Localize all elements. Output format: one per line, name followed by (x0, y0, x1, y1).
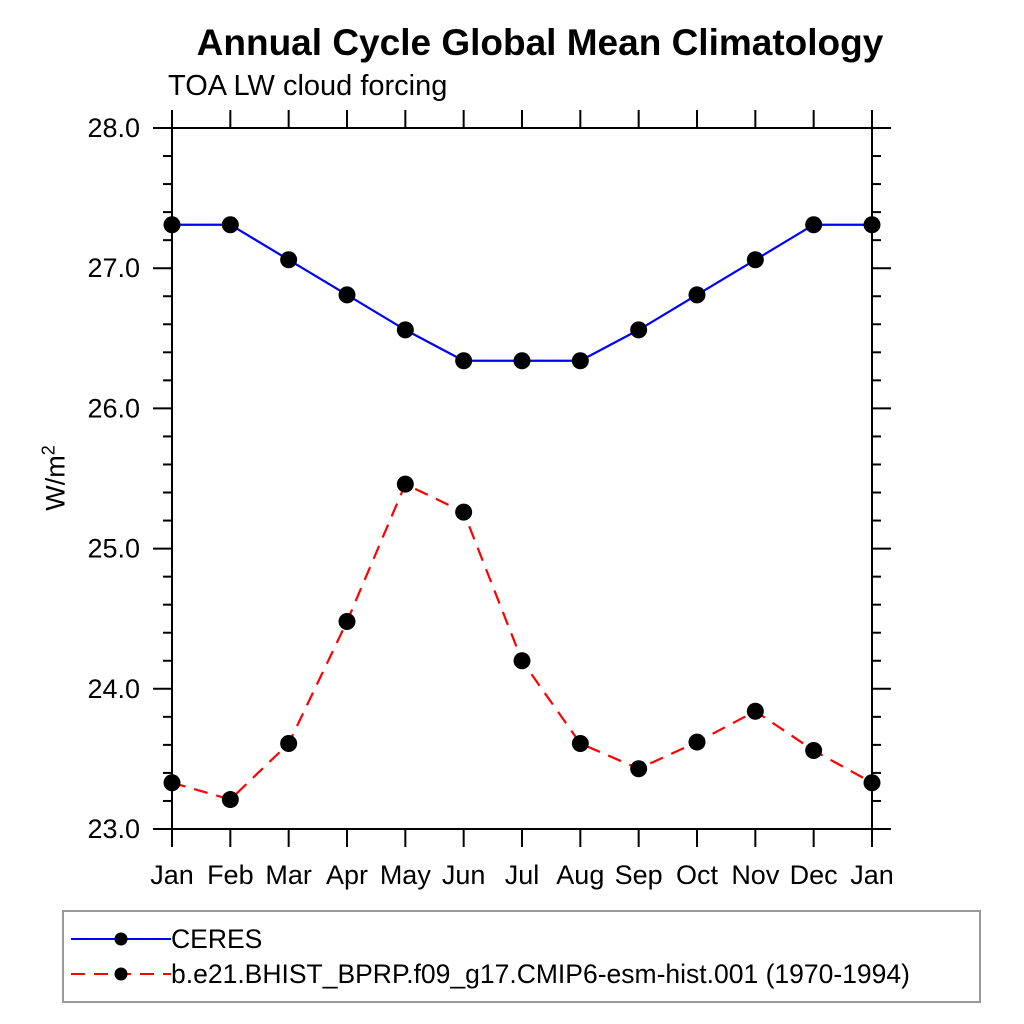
y-tick-label: 25.0 (87, 534, 140, 564)
data-point-s1-May (396, 475, 414, 493)
data-point-s1-Mar (280, 734, 298, 752)
data-point-s0-Oct (688, 286, 706, 304)
data-point-s1-Jan (163, 774, 181, 792)
x-tick-label: Feb (207, 860, 254, 890)
legend-line-sample-solid-icon (71, 932, 171, 946)
data-point-s1-Oct (688, 733, 706, 751)
data-point-s0-Sep (630, 321, 648, 339)
data-point-s0-Jan (163, 216, 181, 234)
data-point-s0-Aug (571, 352, 589, 370)
legend-label: CERES (171, 923, 263, 954)
chart-title: Annual Cycle Global Mean Climatology (196, 22, 884, 63)
y-tick-label: 27.0 (87, 253, 140, 283)
y-tick-label: 23.0 (87, 814, 140, 844)
x-tick-label: Jan (850, 860, 894, 890)
data-point-s1-Jul (513, 652, 531, 670)
data-point-s0-Jul (513, 352, 531, 370)
y-tick-label: 24.0 (87, 674, 140, 704)
x-tick-label: Dec (790, 860, 838, 890)
legend: CERES b.e21.BHIST_BPRP.f09_g17.CMIP6-esm… (62, 910, 981, 1003)
x-tick-label: May (380, 860, 432, 890)
data-point-s1-Jan (863, 774, 881, 792)
data-point-s0-Jun (455, 352, 473, 370)
x-tick-label: Oct (676, 860, 719, 890)
data-point-s0-Feb (221, 216, 239, 234)
plot-frame (171, 127, 873, 830)
x-tick-label: Jul (505, 860, 540, 890)
data-point-s0-Mar (280, 251, 298, 269)
x-tick-label: Jun (442, 860, 486, 890)
data-point-s1-Feb (221, 791, 239, 809)
data-point-s1-Aug (571, 734, 589, 752)
y-tick-label: 26.0 (87, 393, 140, 423)
x-tick-label: Nov (731, 860, 780, 890)
series-line-0 (172, 223, 872, 362)
data-point-s0-Nov (746, 251, 764, 269)
data-point-s1-Apr (338, 613, 356, 631)
data-point-s0-Dec (805, 216, 823, 234)
data-point-s1-Jun (455, 503, 473, 521)
x-tick-label: Apr (326, 860, 368, 890)
legend-line-sample-dashed-icon (71, 967, 171, 981)
x-tick-label: Aug (556, 860, 604, 890)
data-point-s0-May (396, 321, 414, 339)
legend-item-model: b.e21.BHIST_BPRP.f09_g17.CMIP6-esm-hist.… (67, 961, 979, 988)
x-tick-label: Mar (265, 860, 312, 890)
legend-item-ceres: CERES (67, 923, 979, 954)
legend-label: b.e21.BHIST_BPRP.f09_g17.CMIP6-esm-hist.… (171, 959, 910, 989)
data-point-s1-Dec (805, 741, 823, 759)
y-tick-label: 28.0 (87, 113, 140, 143)
x-tick-label: Jan (150, 860, 194, 890)
x-tick-label: Sep (615, 860, 663, 890)
data-point-s0-Jan (863, 216, 881, 234)
chart-subtitle: TOA LW cloud forcing (168, 70, 448, 102)
data-point-s1-Sep (630, 760, 648, 778)
data-point-s0-Apr (338, 286, 356, 304)
data-point-s1-Nov (746, 702, 764, 720)
series-line-1 (171, 482, 873, 801)
